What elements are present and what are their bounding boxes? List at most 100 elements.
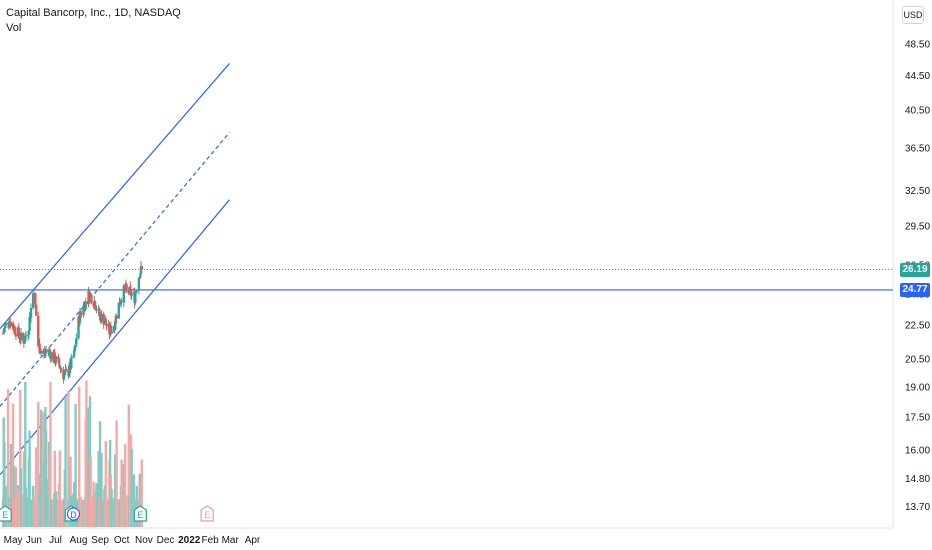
- volume-bar: [29, 499, 33, 527]
- candle: [9, 322, 13, 327]
- candle: [29, 307, 33, 318]
- candle: [93, 301, 97, 309]
- volume-bar: [135, 485, 138, 527]
- candle: [134, 293, 137, 303]
- candle: [104, 319, 108, 325]
- y-tick-label: 32.50: [905, 186, 930, 197]
- volume-bar: [55, 491, 58, 527]
- y-tick-label: 14.80: [905, 474, 930, 485]
- volume-bar: [24, 381, 27, 527]
- volume-bar: [49, 381, 52, 527]
- candle: [140, 266, 143, 270]
- chart-header: Capital Bancorp, Inc., 1D, NASDAQ Vol: [6, 6, 181, 36]
- candle: [89, 293, 92, 295]
- candle: [72, 355, 75, 358]
- volume-bar: [64, 397, 67, 527]
- candle: [90, 294, 93, 304]
- symbol-title[interactable]: Capital Bancorp, Inc., 1D, NASDAQ: [6, 7, 181, 19]
- candle: [77, 317, 80, 339]
- candle: [105, 324, 108, 327]
- candle: [139, 266, 143, 274]
- candle: [58, 364, 62, 369]
- volume-label: Vol: [6, 22, 22, 34]
- candle: [109, 325, 113, 334]
- volume-bar: [89, 457, 92, 527]
- volume-bar: [14, 467, 18, 527]
- candle: [125, 284, 128, 289]
- volume-bar: [85, 380, 88, 527]
- x-tick-label: Sep: [91, 535, 109, 546]
- volume-bar: [90, 495, 93, 527]
- candle: [4, 322, 8, 325]
- candle: [27, 330, 31, 335]
- candle: [57, 358, 61, 365]
- candle: [135, 290, 138, 292]
- volume-bar: [3, 442, 6, 527]
- candle: [129, 288, 133, 296]
- candle: [118, 303, 122, 305]
- candle: [17, 327, 21, 336]
- candle: [122, 285, 125, 303]
- volume-bar: [104, 440, 108, 527]
- candle: [83, 301, 87, 312]
- candle: [28, 317, 31, 331]
- candle: [80, 313, 83, 315]
- candle: [88, 293, 92, 301]
- candle: [102, 313, 105, 325]
- volume-bar: [67, 390, 70, 527]
- volume-bar: [127, 404, 131, 527]
- volume-bar: [97, 450, 100, 527]
- volume-bar: [125, 495, 128, 527]
- candle: [38, 343, 41, 354]
- earnings-marker-icon[interactable]: E: [0, 505, 12, 522]
- y-tick-label: 19.00: [905, 383, 930, 394]
- candle: [37, 315, 40, 346]
- channel-line-2: [0, 131, 230, 407]
- volume-bar: [122, 464, 125, 527]
- volume-bar: [110, 489, 113, 527]
- x-tick-label: Feb: [201, 535, 219, 546]
- candle: [55, 356, 58, 363]
- earnings-marker-icon[interactable]: E: [133, 505, 147, 522]
- candle: [31, 293, 35, 308]
- volume-bar: [130, 448, 133, 527]
- currency-badge[interactable]: USD: [902, 6, 924, 24]
- candle: [53, 352, 56, 364]
- volume-bar: [9, 443, 13, 527]
- x-tick-label: May: [4, 535, 23, 546]
- candle: [94, 308, 97, 311]
- candle: [44, 351, 48, 353]
- dividend-marker-icon[interactable]: D: [66, 507, 81, 521]
- candle: [11, 322, 15, 329]
- candle: [34, 304, 38, 316]
- event-marker-label: E: [2, 510, 8, 520]
- y-tick-label: 22.50: [905, 321, 930, 332]
- x-tick-label: Jun: [26, 535, 42, 546]
- earnings-marker-icon[interactable]: E: [200, 505, 214, 522]
- candle: [113, 323, 117, 330]
- candle: [14, 327, 17, 335]
- volume-bar: [13, 466, 16, 527]
- candle: [117, 302, 120, 319]
- volume-bar: [44, 430, 48, 527]
- candle: [98, 308, 101, 316]
- candle: [72, 349, 76, 356]
- volume-bar: [115, 420, 118, 527]
- volume-bar: [28, 430, 31, 527]
- candle: [2, 331, 5, 334]
- candle: [21, 332, 25, 342]
- volume-bar: [80, 498, 83, 527]
- candle: [34, 293, 37, 305]
- x-tick-label: Aug: [70, 535, 88, 546]
- y-tick-label: 29.50: [905, 222, 930, 233]
- candle: [100, 313, 103, 322]
- y-tick-label: 17.50: [905, 413, 930, 424]
- x-tick-label: Dec: [157, 535, 175, 546]
- volume-bar: [120, 459, 123, 527]
- volume-bar: [140, 459, 143, 527]
- candle: [54, 362, 57, 364]
- y-tick-label: 44.50: [905, 71, 930, 82]
- candle: [14, 334, 18, 337]
- candle: [60, 368, 63, 371]
